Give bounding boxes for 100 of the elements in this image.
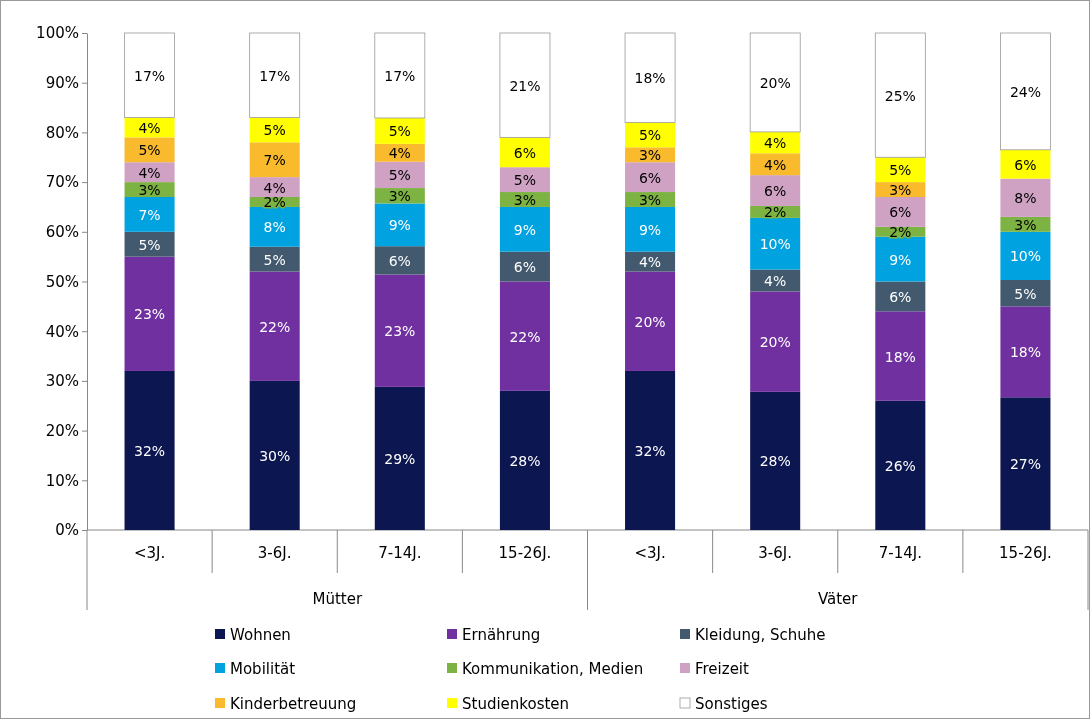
data-label: 4% [138, 164, 161, 181]
y-tick-label: 60% [45, 223, 79, 242]
data-label: 5% [513, 172, 537, 189]
data-label: 32% [634, 442, 666, 459]
data-label: 6% [889, 288, 912, 305]
data-label: 18% [1009, 344, 1041, 361]
y-tick-label: 10% [45, 471, 79, 490]
y-tick-label: 0% [55, 521, 79, 540]
data-label: 9% [889, 251, 912, 268]
data-label: 25% [884, 87, 916, 104]
data-label: 5% [1014, 285, 1037, 302]
data-label: 9% [513, 221, 537, 238]
y-tick-label: 40% [45, 322, 79, 341]
data-label: 5% [263, 122, 286, 139]
data-label: 29% [384, 450, 416, 467]
data-label: 6% [513, 259, 537, 276]
data-label: 4% [764, 273, 787, 290]
data-label: 4% [638, 254, 662, 271]
text: Mütter [312, 590, 363, 608]
data-label: 22% [259, 318, 291, 335]
legend-label: Studienkosten [462, 695, 570, 713]
legend-label: Sonstiges [695, 695, 768, 713]
legend-label: Mobilität [230, 660, 296, 678]
y-tick-label: 30% [45, 372, 79, 391]
data-label: 4% [388, 145, 411, 162]
y-tick-label: 50% [45, 272, 79, 291]
x-tick-label: 7-14J. [878, 544, 922, 562]
data-label: 32% [134, 442, 166, 459]
data-label: 4% [764, 156, 787, 173]
data-label: 5% [138, 236, 161, 253]
data-label: 28% [759, 453, 791, 470]
legend-label: Ernährung [462, 626, 541, 644]
data-label: 7% [263, 152, 286, 169]
data-label: 30% [259, 447, 291, 464]
data-label: 3% [638, 147, 662, 164]
data-label: 10% [759, 236, 791, 253]
legend-label: Wohnen [230, 626, 291, 644]
data-label: 5% [388, 123, 411, 140]
data-label: 20% [634, 313, 666, 330]
data-label: 3% [1014, 216, 1037, 233]
data-label: 23% [384, 323, 416, 340]
x-tick-label: <3J. [133, 544, 166, 562]
data-label: 20% [759, 74, 791, 91]
x-tick-label: <3J. [634, 544, 666, 562]
data-label: 5% [388, 167, 411, 184]
y-tick-label: 80% [45, 123, 79, 142]
data-label: 17% [134, 67, 166, 84]
data-label: 23% [134, 306, 166, 323]
data-label: 21% [509, 77, 541, 94]
data-label: 3% [638, 191, 662, 208]
data-label: 5% [638, 127, 662, 144]
text: Väter [817, 590, 859, 608]
data-label: 26% [884, 457, 916, 474]
x-tick-label: 15-26J. [498, 544, 552, 562]
x-tick-label: 3-6J. [257, 544, 292, 562]
data-label: 17% [259, 67, 291, 84]
y-tick-label: 20% [45, 421, 79, 440]
data-label: 4% [138, 119, 161, 136]
data-label: 2% [263, 194, 286, 211]
legend-label: Kinderbetreuung [230, 695, 357, 713]
data-label: 6% [388, 252, 411, 269]
data-label: 6% [1014, 156, 1037, 173]
data-label: 22% [509, 328, 541, 345]
data-label: 28% [509, 452, 541, 469]
data-label: 6% [764, 183, 787, 200]
data-label: 4% [263, 179, 286, 196]
data-label: 5% [138, 142, 161, 159]
legend-label: Freizeit [695, 660, 750, 678]
data-label: 4% [764, 135, 787, 152]
data-label: 7% [138, 206, 161, 223]
legend-label: Kommunikation, Medien [462, 660, 644, 678]
data-label: 24% [1009, 83, 1041, 100]
data-label: 17% [384, 67, 416, 84]
data-label: 10% [1009, 248, 1041, 265]
y-tick-label: 70% [45, 173, 79, 192]
data-label: 6% [513, 144, 537, 161]
data-label: 3% [138, 182, 161, 199]
x-tick-label: 15-26J. [999, 544, 1052, 562]
data-label: 9% [388, 217, 411, 234]
data-label: 5% [263, 251, 286, 268]
data-label: 3% [388, 188, 411, 205]
data-label: 27% [1009, 456, 1041, 473]
data-label: 8% [1014, 190, 1037, 207]
data-label: 3% [889, 182, 912, 199]
y-tick-label: 100% [36, 24, 79, 43]
data-label: 3% [513, 191, 537, 208]
data-label: 8% [263, 219, 286, 236]
data-label: 18% [634, 70, 666, 87]
y-tick-label: 90% [45, 74, 79, 92]
data-label: 9% [638, 221, 662, 238]
data-label: 2% [764, 204, 787, 221]
data-label: 20% [759, 334, 791, 351]
data-label: 2% [889, 224, 912, 241]
data-label: 6% [889, 204, 912, 221]
data-label: 6% [638, 169, 662, 186]
legend-label: Kleidung, Schuhe [695, 626, 826, 644]
x-tick-label: 3-6J. [758, 544, 793, 562]
x-tick-label: 7-14J. [378, 544, 422, 562]
data-label: 5% [889, 162, 912, 179]
data-label: 18% [884, 348, 916, 365]
